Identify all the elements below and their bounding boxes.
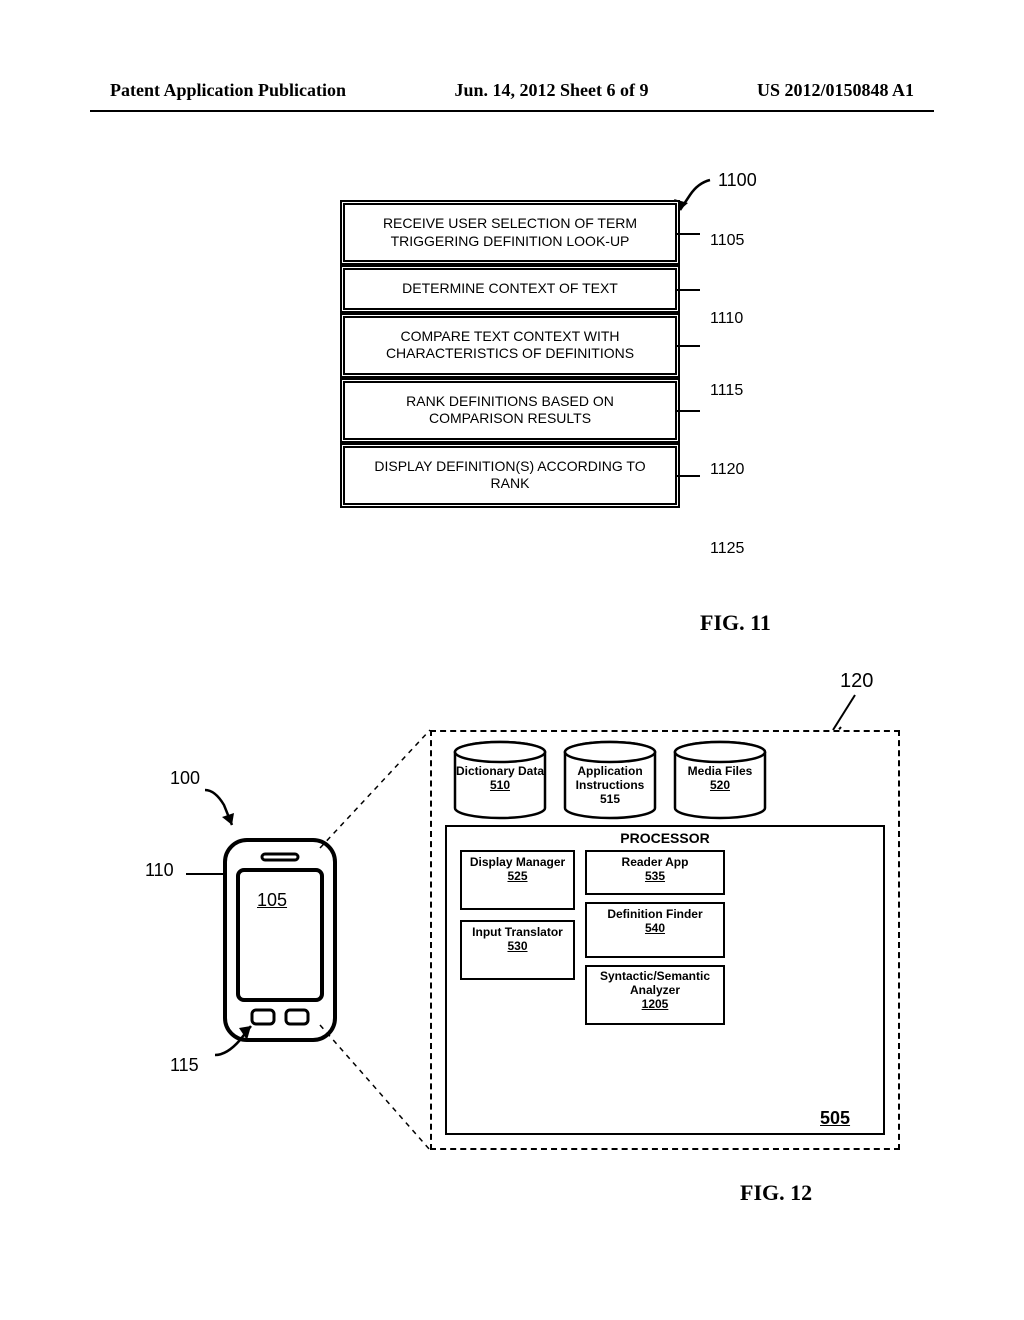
page-header: Patent Application Publication Jun. 14, … xyxy=(0,80,1024,101)
ref-100-arrow xyxy=(190,785,270,845)
ref-1100: 1100 xyxy=(718,170,757,191)
step-text: RANK DEFINITIONS BASED ON COMPARISON RES… xyxy=(406,393,614,427)
an-ref: 1205 xyxy=(642,997,669,1011)
step-text: DISPLAY DEFINITION(S) ACCORDING TO RANK xyxy=(374,458,645,492)
ref-505: 505 xyxy=(820,1108,850,1129)
ref-115-arrow xyxy=(205,1020,285,1070)
fig11-flowchart: RECEIVE USER SELECTION OF TERM TRIGGERIN… xyxy=(280,200,740,508)
db-2-title: Application Instructions xyxy=(576,764,645,792)
device-phone-icon xyxy=(210,830,350,1050)
ra-title: Reader App xyxy=(622,855,689,869)
df-title: Definition Finder xyxy=(607,907,702,921)
flowchart-step-2: DETERMINE CONTEXT OF TEXT xyxy=(340,265,680,313)
ref-1110: 1110 xyxy=(710,310,743,328)
reader-app-label: Reader App 535 xyxy=(585,856,725,884)
db-2-label: Application Instructions 515 xyxy=(562,765,658,806)
db-1-label: Dictionary Data 510 xyxy=(452,765,548,793)
fig12-diagram: 100 110 105 115 120 Dictionary Data 510 … xyxy=(130,720,910,1160)
fig11-caption: FIG. 11 xyxy=(700,610,771,636)
ref-1105: 1105 xyxy=(710,232,744,250)
definition-finder-label: Definition Finder 540 xyxy=(585,908,725,936)
analyzer-label: Syntactic/Semantic Analyzer 1205 xyxy=(585,970,725,1011)
db-1-title: Dictionary Data xyxy=(456,764,544,778)
header-rule xyxy=(90,110,934,112)
db-3-ref: 520 xyxy=(710,778,730,792)
ref-1115: 1115 xyxy=(710,382,743,400)
flowchart-step-4: RANK DEFINITIONS BASED ON COMPARISON RES… xyxy=(340,378,680,443)
flowchart-step-1: RECEIVE USER SELECTION OF TERM TRIGGERIN… xyxy=(340,200,680,265)
fig12-caption: FIG. 12 xyxy=(740,1180,812,1206)
processor-label: PROCESSOR xyxy=(445,830,885,846)
it-title: Input Translator xyxy=(472,925,563,939)
it-ref: 530 xyxy=(507,939,527,953)
display-manager-label: Display Manager 525 xyxy=(460,856,575,884)
step-text: COMPARE TEXT CONTEXT WITH CHARACTERISTIC… xyxy=(386,328,634,362)
an-title: Syntactic/Semantic Analyzer xyxy=(600,969,710,997)
header-left: Patent Application Publication xyxy=(110,80,346,101)
ref-100: 100 xyxy=(170,768,200,789)
step-text: DETERMINE CONTEXT OF TEXT xyxy=(402,280,618,296)
dm-ref: 525 xyxy=(507,869,527,883)
ref-110: 110 xyxy=(145,860,174,881)
dm-title: Display Manager xyxy=(470,855,565,869)
db-1-ref: 510 xyxy=(490,778,510,792)
step-text: RECEIVE USER SELECTION OF TERM TRIGGERIN… xyxy=(383,215,637,249)
ref-1125: 1125 xyxy=(710,540,744,558)
ra-ref: 535 xyxy=(645,869,665,883)
flowchart-step-3: COMPARE TEXT CONTEXT WITH CHARACTERISTIC… xyxy=(340,313,680,378)
db-2-ref: 515 xyxy=(600,792,620,806)
header-center: Jun. 14, 2012 Sheet 6 of 9 xyxy=(454,80,648,101)
header-right: US 2012/0150848 A1 xyxy=(757,80,914,101)
ref-115: 115 xyxy=(170,1055,199,1076)
flowchart-step-5: DISPLAY DEFINITION(S) ACCORDING TO RANK xyxy=(340,443,680,508)
db-3-label: Media Files 520 xyxy=(672,765,768,793)
db-3-title: Media Files xyxy=(688,764,753,778)
ref-1120: 1120 xyxy=(710,461,744,479)
ref-120: 120 xyxy=(840,670,873,693)
ref-120-line xyxy=(825,690,875,735)
ref-105: 105 xyxy=(257,890,287,911)
input-translator-label: Input Translator 530 xyxy=(460,926,575,954)
df-ref: 540 xyxy=(645,921,665,935)
